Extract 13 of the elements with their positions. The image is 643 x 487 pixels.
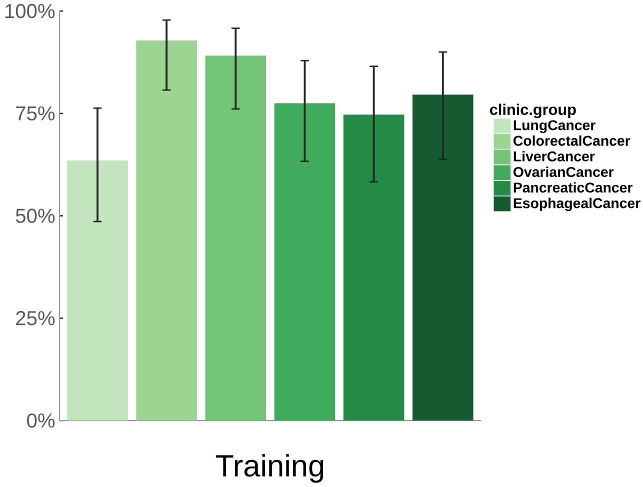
legend-label: EsophagealCancer — [514, 198, 640, 212]
x-axis-title: Training — [216, 454, 324, 483]
legend-title: clinic.group — [490, 104, 576, 118]
y-tick-label: 50% — [16, 208, 55, 224]
y-tick-label: 25% — [16, 311, 55, 326]
y-tick-label: 0% — [27, 414, 55, 428]
legend-label: LiverCancer — [514, 151, 595, 162]
legend-label: OvarianCancer — [514, 166, 614, 178]
legend-label: LungCancer — [514, 120, 596, 134]
y-tick-label: 100% — [5, 4, 55, 18]
y-tick-label: 75% — [16, 106, 55, 121]
legend-label: PancreaticCancer — [514, 182, 633, 193]
legend-label: ColorectalCancer — [514, 136, 630, 146]
